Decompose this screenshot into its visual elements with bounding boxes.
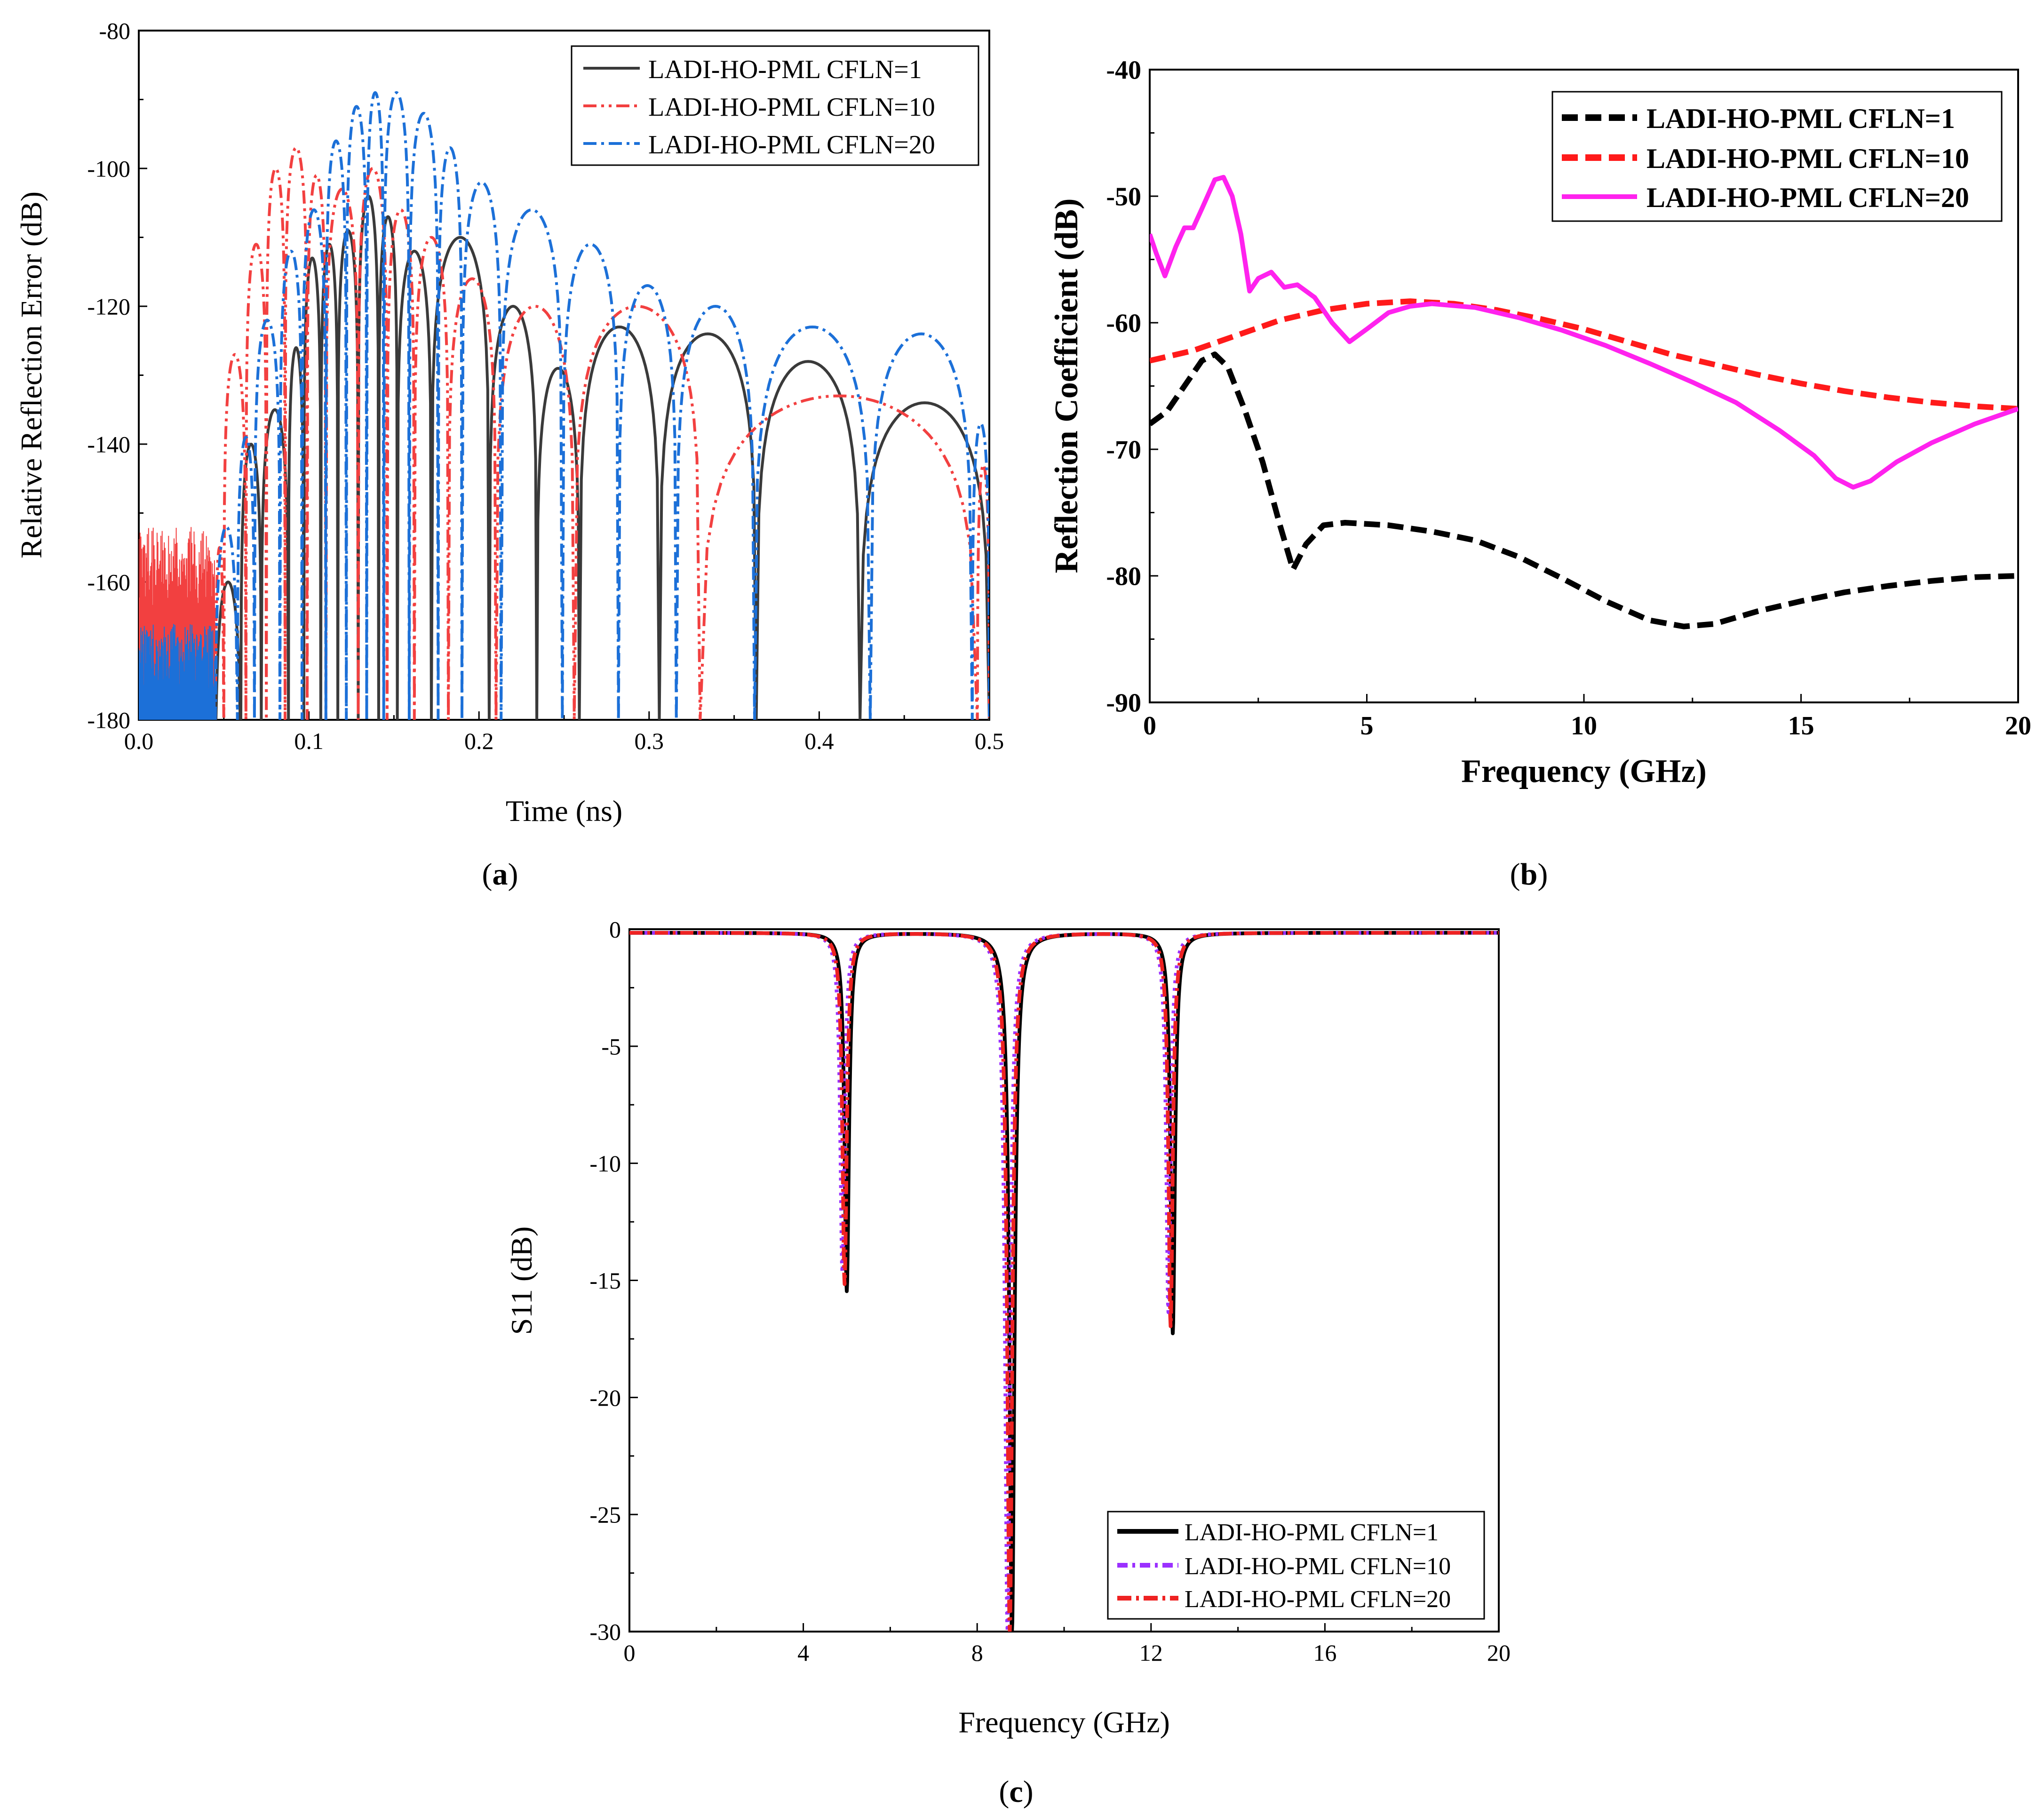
y-tick-label: -140 <box>87 431 130 458</box>
legend-label-a-2: LADI-HO-PML CFLN=10 <box>648 93 935 122</box>
y-tick-label: -25 <box>589 1502 621 1528</box>
y-axis-label-b: Reflection Coefficient (dB) <box>1049 199 1085 573</box>
x-tick-label: 0.0 <box>124 728 154 754</box>
y-tick-label: -100 <box>87 156 130 182</box>
series-group-b <box>1150 175 2018 629</box>
x-tick-label: 20 <box>1487 1640 1511 1666</box>
y-axis-label-c: S11 (dB) <box>505 1227 538 1335</box>
y-tick-label: -90 <box>1106 689 1141 718</box>
y-tick-label: -30 <box>589 1619 621 1645</box>
legend-a: LADI-HO-PML CFLN=1 LADI-HO-PML CFLN=10 L… <box>571 45 979 166</box>
y-tick-label: 0 <box>609 916 621 943</box>
y-tick-label: -20 <box>589 1385 621 1411</box>
y-axis-label-a: Relative Reflection Error (dB) <box>15 191 48 558</box>
y-tick-label: -10 <box>589 1150 621 1177</box>
series-a-2 <box>214 146 989 720</box>
y-ticks-b: 0 5 10 15 20 -40 -50 -60 -70 -80 -90 <box>1106 56 2031 741</box>
x-tick-label: 8 <box>971 1640 983 1666</box>
series-b-3 <box>1150 175 2018 490</box>
x-tick-label: 4 <box>797 1640 809 1666</box>
legend-label-c-2: LADI-HO-PML CFLN=10 <box>1185 1553 1451 1580</box>
y-tick-label: -160 <box>87 569 130 596</box>
legend-label-c-1: LADI-HO-PML CFLN=1 <box>1185 1519 1439 1546</box>
x-tick-label: 0 <box>624 1640 636 1666</box>
x-tick-label: 0.3 <box>635 728 664 754</box>
x-tick-label: 20 <box>2005 711 2031 741</box>
y-tick-label: -80 <box>99 18 130 44</box>
series-b-1 <box>1150 351 2018 629</box>
panel-label-b: (b) <box>1510 857 1548 892</box>
y-tick-label: -15 <box>589 1267 621 1294</box>
legend-box-b <box>1551 91 2003 222</box>
x-axis-label-b: Frequency (GHz) <box>1461 753 1707 789</box>
legend-c: LADI-HO-PML CFLN=1 LADI-HO-PML CFLN=10 L… <box>1107 1511 1485 1620</box>
y-tick-label: -80 <box>1106 562 1141 591</box>
y-tick-label: -5 <box>601 1033 621 1059</box>
series-a-3 <box>214 91 989 720</box>
series-group-a <box>139 91 989 720</box>
x-tick-label: 0 <box>1143 711 1156 741</box>
legend-label-a-1: LADI-HO-PML CFLN=1 <box>648 55 922 84</box>
series-group-c <box>629 931 1499 1632</box>
chart-panel-a: 0.0 0.1 0.2 0.3 0.4 0.5 -80 -100 -120 -140 -160 -18… <box>15 18 1004 828</box>
y-tick-label: -120 <box>87 294 130 320</box>
x-tick-label: 0.5 <box>975 728 1004 754</box>
y-ticks-a: 0.0 0.1 0.2 0.3 0.4 0.5 -80 -100 -120 -140 -160 -18… <box>87 18 1004 755</box>
legend-label-a-3: LADI-HO-PML CFLN=20 <box>648 130 935 159</box>
x-tick-label: 10 <box>1571 711 1597 741</box>
series-a-3-noise <box>139 624 216 720</box>
y-tick-label: -50 <box>1106 183 1141 212</box>
series-c-3 <box>629 931 1499 1632</box>
x-tick-label: 15 <box>1788 711 1814 741</box>
legend-b: LADI-HO-PML CFLN=1 LADI-HO-PML CFLN=10 L… <box>1551 91 2003 222</box>
panel-label-c: (c) <box>999 1775 1033 1809</box>
legend-label-b-2: LADI-HO-PML CFLN=10 <box>1646 143 1969 174</box>
y-tick-label: -70 <box>1106 436 1141 465</box>
legend-label-c-3: LADI-HO-PML CFLN=20 <box>1185 1586 1451 1613</box>
y-tick-label: -40 <box>1106 56 1141 85</box>
series-b-2 <box>1150 298 2018 412</box>
chart-panel-b: 0 5 10 15 20 -40 -50 -60 -70 -80 -90 Frequency (GH… <box>1049 56 2031 789</box>
x-tick-label: 0.1 <box>294 728 324 754</box>
legend-label-b-1: LADI-HO-PML CFLN=1 <box>1646 103 1955 134</box>
x-tick-label: 0.4 <box>804 728 834 754</box>
y-tick-label: -180 <box>87 707 130 733</box>
x-tick-label: 5 <box>1360 711 1374 741</box>
legend-label-b-3: LADI-HO-PML CFLN=20 <box>1646 182 1969 213</box>
chart-panel-c: 0 4 8 12 16 20 0 -5 -10 -15 -20 -25 -30 Frequency (G… <box>505 916 1511 1739</box>
x-axis-label-a: Time (ns) <box>506 794 622 828</box>
y-ticks-c: 0 4 8 12 16 20 0 -5 -10 -15 -20 -25 -30 <box>589 916 1511 1666</box>
x-tick-label: 12 <box>1139 1640 1163 1666</box>
x-tick-label: 0.2 <box>464 728 494 754</box>
y-tick-label: -60 <box>1106 309 1141 338</box>
x-axis-label-c: Frequency (GHz) <box>958 1705 1170 1739</box>
panel-label-a: (a) <box>482 857 518 892</box>
legend-box-a <box>571 45 979 166</box>
x-tick-label: 16 <box>1313 1640 1336 1666</box>
